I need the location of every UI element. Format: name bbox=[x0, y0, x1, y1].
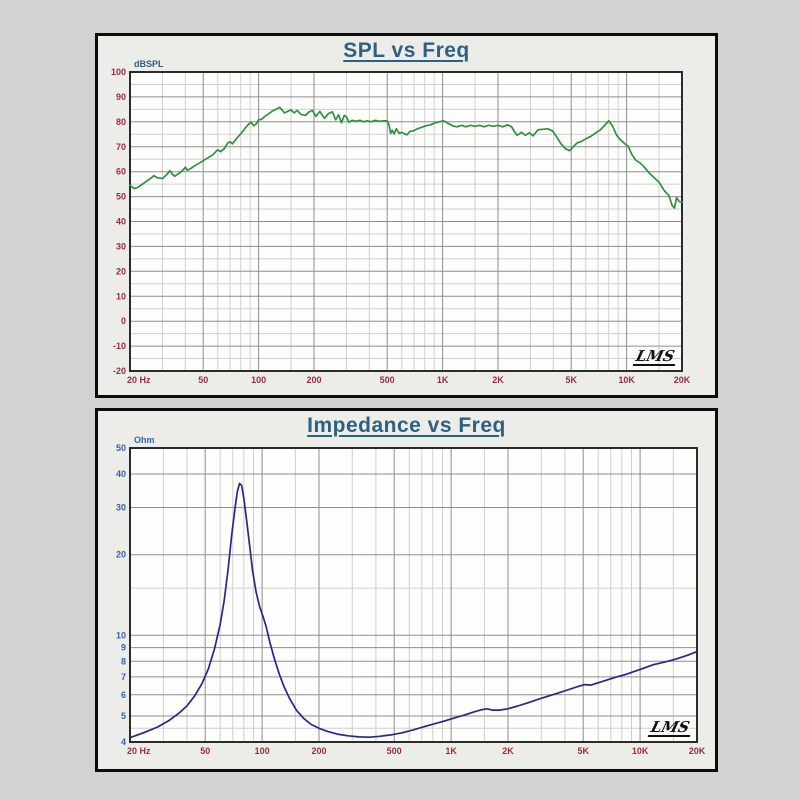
y-tick-label: 30 bbox=[116, 241, 126, 251]
plot-border bbox=[129, 71, 683, 372]
x-tick-label: 200 bbox=[311, 746, 326, 756]
x-tick-label: 100 bbox=[251, 375, 266, 385]
y-tick-label: 20 bbox=[116, 266, 126, 276]
x-tick-label: 1K bbox=[445, 746, 457, 756]
x-tick-label: 5K bbox=[577, 746, 589, 756]
spl-chart-title: SPL vs Freq bbox=[343, 39, 470, 62]
y-tick-label: 60 bbox=[116, 167, 126, 177]
plot-background bbox=[130, 448, 697, 742]
plot-border bbox=[129, 447, 698, 743]
y-tick-label: 0 bbox=[121, 316, 126, 326]
y-tick-label: 40 bbox=[116, 217, 126, 227]
y-tick-label: 5 bbox=[121, 711, 126, 721]
x-tick-label: 20K bbox=[689, 746, 706, 756]
y-tick-label: 90 bbox=[116, 92, 126, 102]
x-tick-label: 2K bbox=[502, 746, 514, 756]
impedance-chart-panel: Impedance vs Freq 50 40 30 20 10 9 8 7 6 5 4 20 Hz 5… bbox=[95, 408, 718, 772]
y-unit-label: Ohm bbox=[134, 435, 155, 445]
x-tick-label: 20K bbox=[674, 375, 691, 385]
impedance-curve bbox=[129, 482, 698, 739]
x-tick-label: 50 bbox=[200, 746, 210, 756]
x-tick-label: 20 Hz bbox=[127, 375, 151, 385]
x-tick-label: 5K bbox=[565, 375, 577, 385]
y-tick-label: 70 bbox=[116, 142, 126, 152]
y-tick-label: 6 bbox=[121, 690, 126, 700]
y-tick-label: -20 bbox=[113, 366, 126, 376]
y-unit-label: dBSPL bbox=[134, 59, 164, 69]
y-tick-label: 7 bbox=[121, 672, 126, 682]
x-tick-label: 500 bbox=[387, 746, 402, 756]
x-tick-label: 500 bbox=[380, 375, 395, 385]
y-tick-label: 10 bbox=[116, 630, 126, 640]
lms-logo: LMS bbox=[632, 347, 680, 366]
y-tick-label: 80 bbox=[116, 117, 126, 127]
y-tick-label: 8 bbox=[121, 656, 126, 666]
y-tick-label: -10 bbox=[113, 341, 126, 351]
x-tick-label: 1K bbox=[437, 375, 449, 385]
impedance-chart-title: Impedance vs Freq bbox=[307, 414, 506, 437]
y-tick-label: 50 bbox=[116, 443, 126, 453]
y-tick-label: 20 bbox=[116, 550, 126, 560]
lms-logo: LMS bbox=[647, 718, 695, 737]
spl-curve bbox=[129, 106, 683, 209]
x-tick-label: 50 bbox=[198, 375, 208, 385]
y-tick-label: 50 bbox=[116, 192, 126, 202]
y-tick-label: 30 bbox=[116, 503, 126, 513]
y-tick-label: 4 bbox=[121, 737, 126, 747]
y-tick-label: 100 bbox=[111, 67, 126, 77]
impedance-chart-canvas: 50 40 30 20 10 9 8 7 6 5 420 Hz 50 100 200 500 1K 2K 5K 10… bbox=[116, 435, 706, 756]
x-tick-label: 10K bbox=[618, 375, 635, 385]
x-tick-label: 200 bbox=[306, 375, 321, 385]
y-tick-label: 9 bbox=[121, 643, 126, 653]
x-tick-label: 2K bbox=[492, 375, 504, 385]
spl-chart-panel: SPL vs Freq 100 90 80 70 60 50 40 30 20 10 0 -10 -20… bbox=[95, 33, 718, 398]
x-tick-label: 10K bbox=[632, 746, 649, 756]
y-tick-label: 10 bbox=[116, 291, 126, 301]
y-tick-label: 40 bbox=[116, 469, 126, 479]
x-tick-label: 100 bbox=[255, 746, 270, 756]
x-tick-label: 20 Hz bbox=[127, 746, 151, 756]
